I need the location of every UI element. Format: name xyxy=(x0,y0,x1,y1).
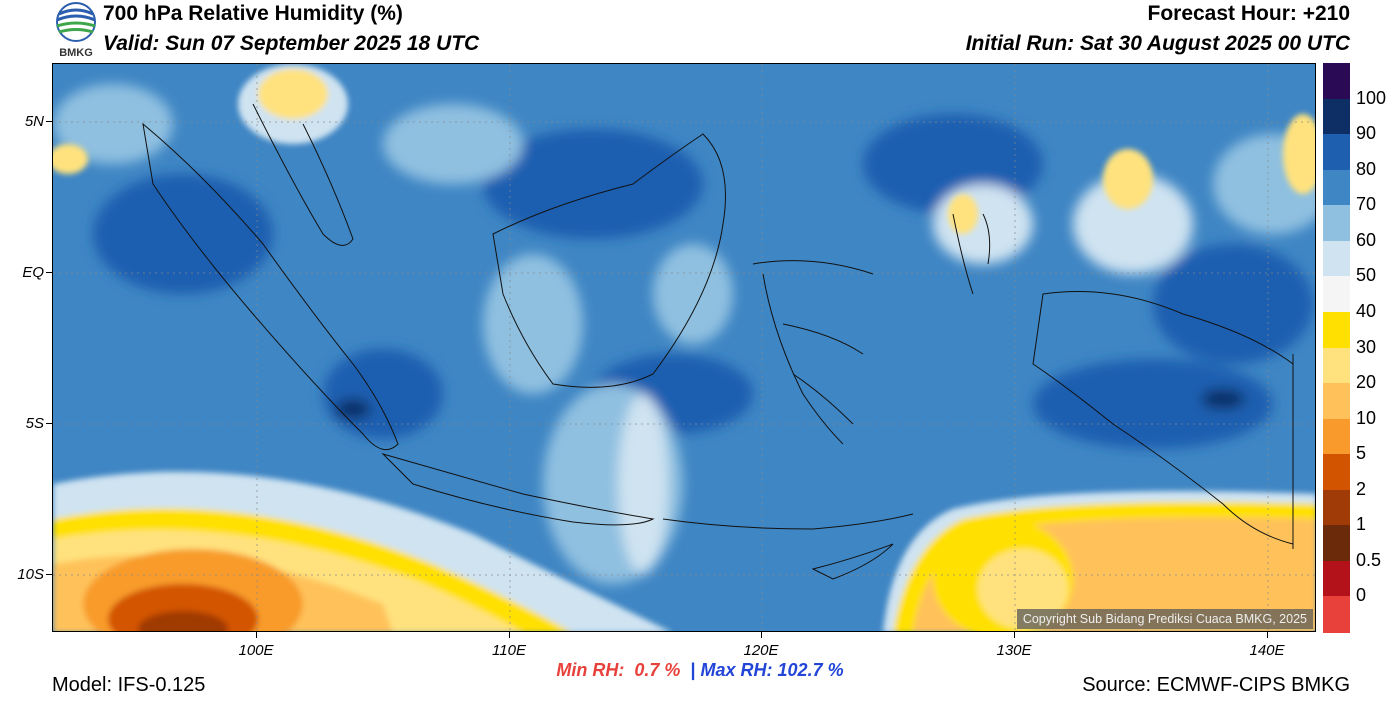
colorbar-segment xyxy=(1323,98,1350,135)
humidity-map: Copyright Sub Bidang Prediksi Cuaca BMKG… xyxy=(52,63,1316,632)
colorbar-segment xyxy=(1323,134,1350,171)
colorbar-segment xyxy=(1323,525,1350,562)
lon-tick xyxy=(509,632,510,638)
colorbar-label: 5 xyxy=(1356,443,1367,464)
colorbar-segment xyxy=(1323,240,1350,277)
colorbar-label: 0 xyxy=(1356,585,1367,606)
colorbar-segment xyxy=(1323,418,1350,455)
colorbar-segment xyxy=(1323,169,1350,206)
lon-label-110e: 110E xyxy=(492,642,526,659)
lat-tick xyxy=(46,272,52,273)
colorbar-segment xyxy=(1323,454,1350,491)
colorbar-label: 40 xyxy=(1356,300,1377,321)
colorbar-segment xyxy=(1323,311,1350,348)
colorbar-label: 80 xyxy=(1356,158,1377,179)
lon-tick xyxy=(761,632,762,638)
colorbar-label: 30 xyxy=(1356,336,1377,357)
max-rh-label: Max RH: xyxy=(700,660,773,680)
lon-tick xyxy=(256,632,257,638)
max-rh-value: 102.7 % xyxy=(777,660,844,680)
colorbar-segment xyxy=(1323,347,1350,384)
humidity-field xyxy=(53,64,1315,631)
bmkg-logo: BMKG xyxy=(52,2,100,60)
initial-run: Initial Run: Sat 30 August 2025 00 UTC xyxy=(965,32,1350,55)
colorbar-label: 2 xyxy=(1356,478,1367,499)
colorbar-label: 1 xyxy=(1356,514,1367,535)
lat-label-10s: 10S xyxy=(17,566,44,583)
lon-tick xyxy=(1267,632,1268,638)
colorbar-label: 70 xyxy=(1356,194,1377,215)
lon-tick xyxy=(1014,632,1015,638)
stats-separator: | xyxy=(690,660,696,680)
colorbar-label: 60 xyxy=(1356,229,1377,250)
colorbar-segment xyxy=(1323,205,1350,242)
colorbar-label: 100 xyxy=(1356,87,1387,108)
min-rh-label: Min RH: xyxy=(556,660,625,680)
source-info: Source: ECMWF-CIPS BMKG xyxy=(1082,674,1350,696)
bmkg-emblem-icon xyxy=(56,2,96,42)
colorbar xyxy=(1323,63,1350,633)
colorbar-segment xyxy=(1323,63,1350,100)
valid-time: Valid: Sun 07 September 2025 18 UTC xyxy=(103,32,480,55)
lat-tick xyxy=(46,121,52,122)
colorbar-label: 10 xyxy=(1356,407,1377,428)
lat-tick xyxy=(46,423,52,424)
lon-label-120e: 120E xyxy=(743,642,779,659)
lon-label-140e: 140E xyxy=(1249,642,1285,659)
colorbar-label: 0.5 xyxy=(1356,549,1382,570)
lat-tick xyxy=(46,574,52,575)
lat-label-5n: 5N xyxy=(24,113,44,130)
bmkg-logo-text: BMKG xyxy=(59,47,93,59)
forecast-hour: Forecast Hour: +210 xyxy=(1147,2,1351,25)
lat-label-eq: EQ xyxy=(22,264,44,281)
min-rh-value: 0.7 % xyxy=(634,660,681,680)
colorbar-segment xyxy=(1323,560,1350,597)
copyright-note: Copyright Sub Bidang Prediksi Cuaca BMKG… xyxy=(1016,609,1313,629)
model-info: Model: IFS-0.125 xyxy=(52,674,206,696)
colorbar-segment xyxy=(1323,489,1350,526)
lon-label-100e: 100E xyxy=(238,642,274,659)
colorbar-label: 50 xyxy=(1356,265,1377,286)
lat-label-5s: 5S xyxy=(25,415,44,432)
colorbar-label: 90 xyxy=(1356,123,1377,144)
colorbar-label: 20 xyxy=(1356,372,1377,393)
rh-stats: Min RH: 0.7 % | Max RH: 102.7 % xyxy=(0,660,1400,681)
colorbar-segment xyxy=(1323,276,1350,313)
lon-label-130e: 130E xyxy=(996,642,1032,659)
colorbar-segment xyxy=(1323,383,1350,420)
colorbar-segment xyxy=(1323,596,1350,633)
chart-title: 700 hPa Relative Humidity (%) xyxy=(103,2,403,25)
